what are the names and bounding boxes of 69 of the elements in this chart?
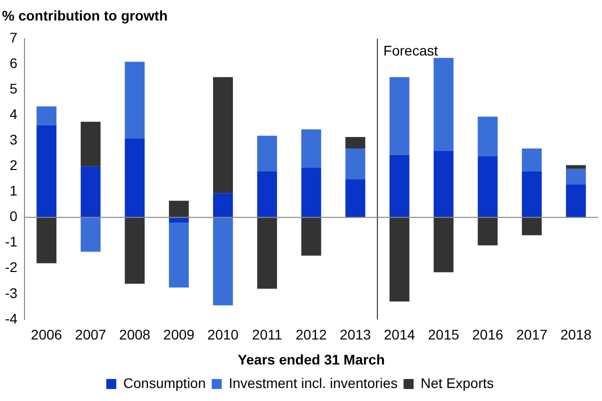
bar [566,165,586,169]
bar [301,217,322,256]
bar [36,106,56,126]
bar [434,217,454,272]
bar [257,171,278,218]
bar [124,138,145,218]
x-tick-label: 2014 [384,326,416,343]
bar [301,168,322,218]
bar [345,137,366,148]
y-tick-label: 3 [10,132,18,148]
bar [257,217,278,289]
ref-line-label: Forecast [383,42,438,59]
bar [522,217,542,236]
bar [168,200,189,218]
y-tick-label: 5 [10,80,18,97]
x-tick-label: 2006 [30,326,62,343]
bar [36,217,56,264]
x-tick-label: 2008 [119,326,151,343]
y-tick-label: 4 [10,106,18,122]
bar [522,148,542,172]
x-tick-label: 2016 [472,326,504,343]
y-axis-title: % contribution to growth [2,7,168,24]
bar [36,126,56,218]
bar [390,77,410,155]
x-tick-label: 2013 [340,326,372,343]
x-tick-label: 2018 [560,326,592,343]
bar [301,129,322,168]
y-tick-label: -3 [4,284,18,301]
y-tick-label: 6 [10,55,18,72]
x-tick-label: 2015 [428,326,460,343]
bar [522,171,542,218]
legend-label: Investment incl. inventories [228,374,398,391]
bar [257,136,278,172]
bar [80,166,101,218]
y-tick-label: 2 [10,157,18,174]
bar [566,168,586,184]
bar [80,122,101,166]
bar [124,217,145,284]
bar [345,148,366,180]
bar [213,193,233,218]
bar [478,217,498,246]
bar [478,156,498,218]
x-tick-label: 2017 [516,326,548,343]
bar [168,222,189,288]
x-tick-label: 2011 [252,326,282,343]
bar [345,179,366,218]
x-tick-label: 2007 [75,326,106,343]
x-tick-label: 2009 [163,326,195,343]
y-tick-label: -1 [4,234,18,250]
bar [124,62,145,138]
y-tick-label: 1 [10,182,18,199]
bar [390,154,410,218]
legend-label: Consumption [123,374,206,391]
legend-label: Net Exports [420,374,494,391]
x-tick-label: 2012 [296,326,328,343]
x-tick-label: 2010 [207,326,239,343]
bar [390,217,410,302]
y-tick-label: -2 [4,259,18,276]
bar [213,77,233,194]
bar [434,151,454,218]
y-tick-label: -4 [4,310,18,326]
bar [478,116,498,156]
y-tick-label: 7 [10,30,18,46]
bar [434,58,454,152]
bar [566,184,586,218]
bar [213,217,233,306]
x-axis-title: Years ended 31 March [238,351,385,368]
bar [80,217,101,252]
y-tick-label: 0 [10,208,18,224]
